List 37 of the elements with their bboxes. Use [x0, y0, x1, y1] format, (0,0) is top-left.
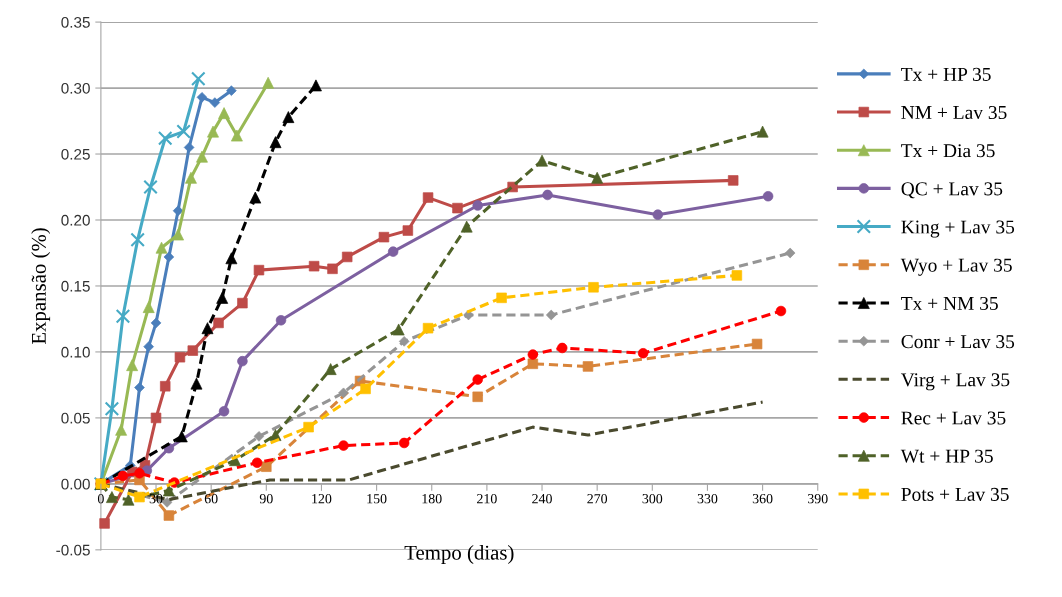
legend-label: Virg + Lav 35: [900, 373, 1010, 391]
y-tick-label: 0.30: [61, 82, 90, 94]
y-tick-label: 0.35: [61, 16, 90, 28]
x-tick-label: 330: [697, 493, 718, 504]
y-tick-label: 0.05: [61, 412, 90, 424]
x-tick-label: 90: [259, 493, 273, 504]
x-axis-title: Tempo (dias): [404, 545, 514, 564]
x-tick-label: 0: [97, 493, 104, 504]
x-tick-label: 120: [312, 493, 332, 504]
y-tick-label: 0.00: [61, 478, 90, 490]
x-tick-label: 60: [204, 493, 218, 504]
x-tick-label: 210: [477, 493, 497, 504]
y-tick-label: -0.05: [56, 544, 90, 556]
y-tick-label: 0.20: [61, 214, 90, 226]
legend-label: Tx + HP 35: [901, 67, 991, 81]
y-tick-label: 0.15: [61, 280, 90, 292]
legend-label: QC + Lav 35: [901, 182, 1003, 199]
legend-label: Conr + Lav 35: [901, 335, 1015, 349]
legend-label: Wt + HP 35: [900, 449, 993, 463]
legend-label: Tx + Dia 35: [901, 144, 995, 158]
x-tick-label: 240: [532, 493, 552, 504]
x-tick-label: 180: [422, 493, 442, 504]
y-tick-label: 0.25: [61, 148, 90, 160]
legend-label: Rec + Lav 35: [901, 411, 1006, 425]
x-tick-label: 360: [752, 493, 773, 504]
legend-label: Wyo + Lav 35: [900, 258, 1012, 276]
legend-label: Pots + Lav 35: [901, 487, 1009, 501]
x-tick-label: 150: [367, 493, 387, 504]
x-tick-label: 300: [642, 493, 663, 504]
x-tick-label: 390: [807, 493, 828, 504]
legend-label: Tx + NM 35: [901, 296, 998, 310]
x-tick-label: 30: [149, 493, 163, 504]
y-tick-label: 0.10: [61, 346, 90, 358]
legend-label: King + Lav 35: [901, 220, 1015, 238]
legend-label: NM + Lav 35: [901, 105, 1007, 120]
y-axis-title: Expansão (%): [31, 228, 51, 345]
x-tick-label: 270: [587, 493, 608, 504]
